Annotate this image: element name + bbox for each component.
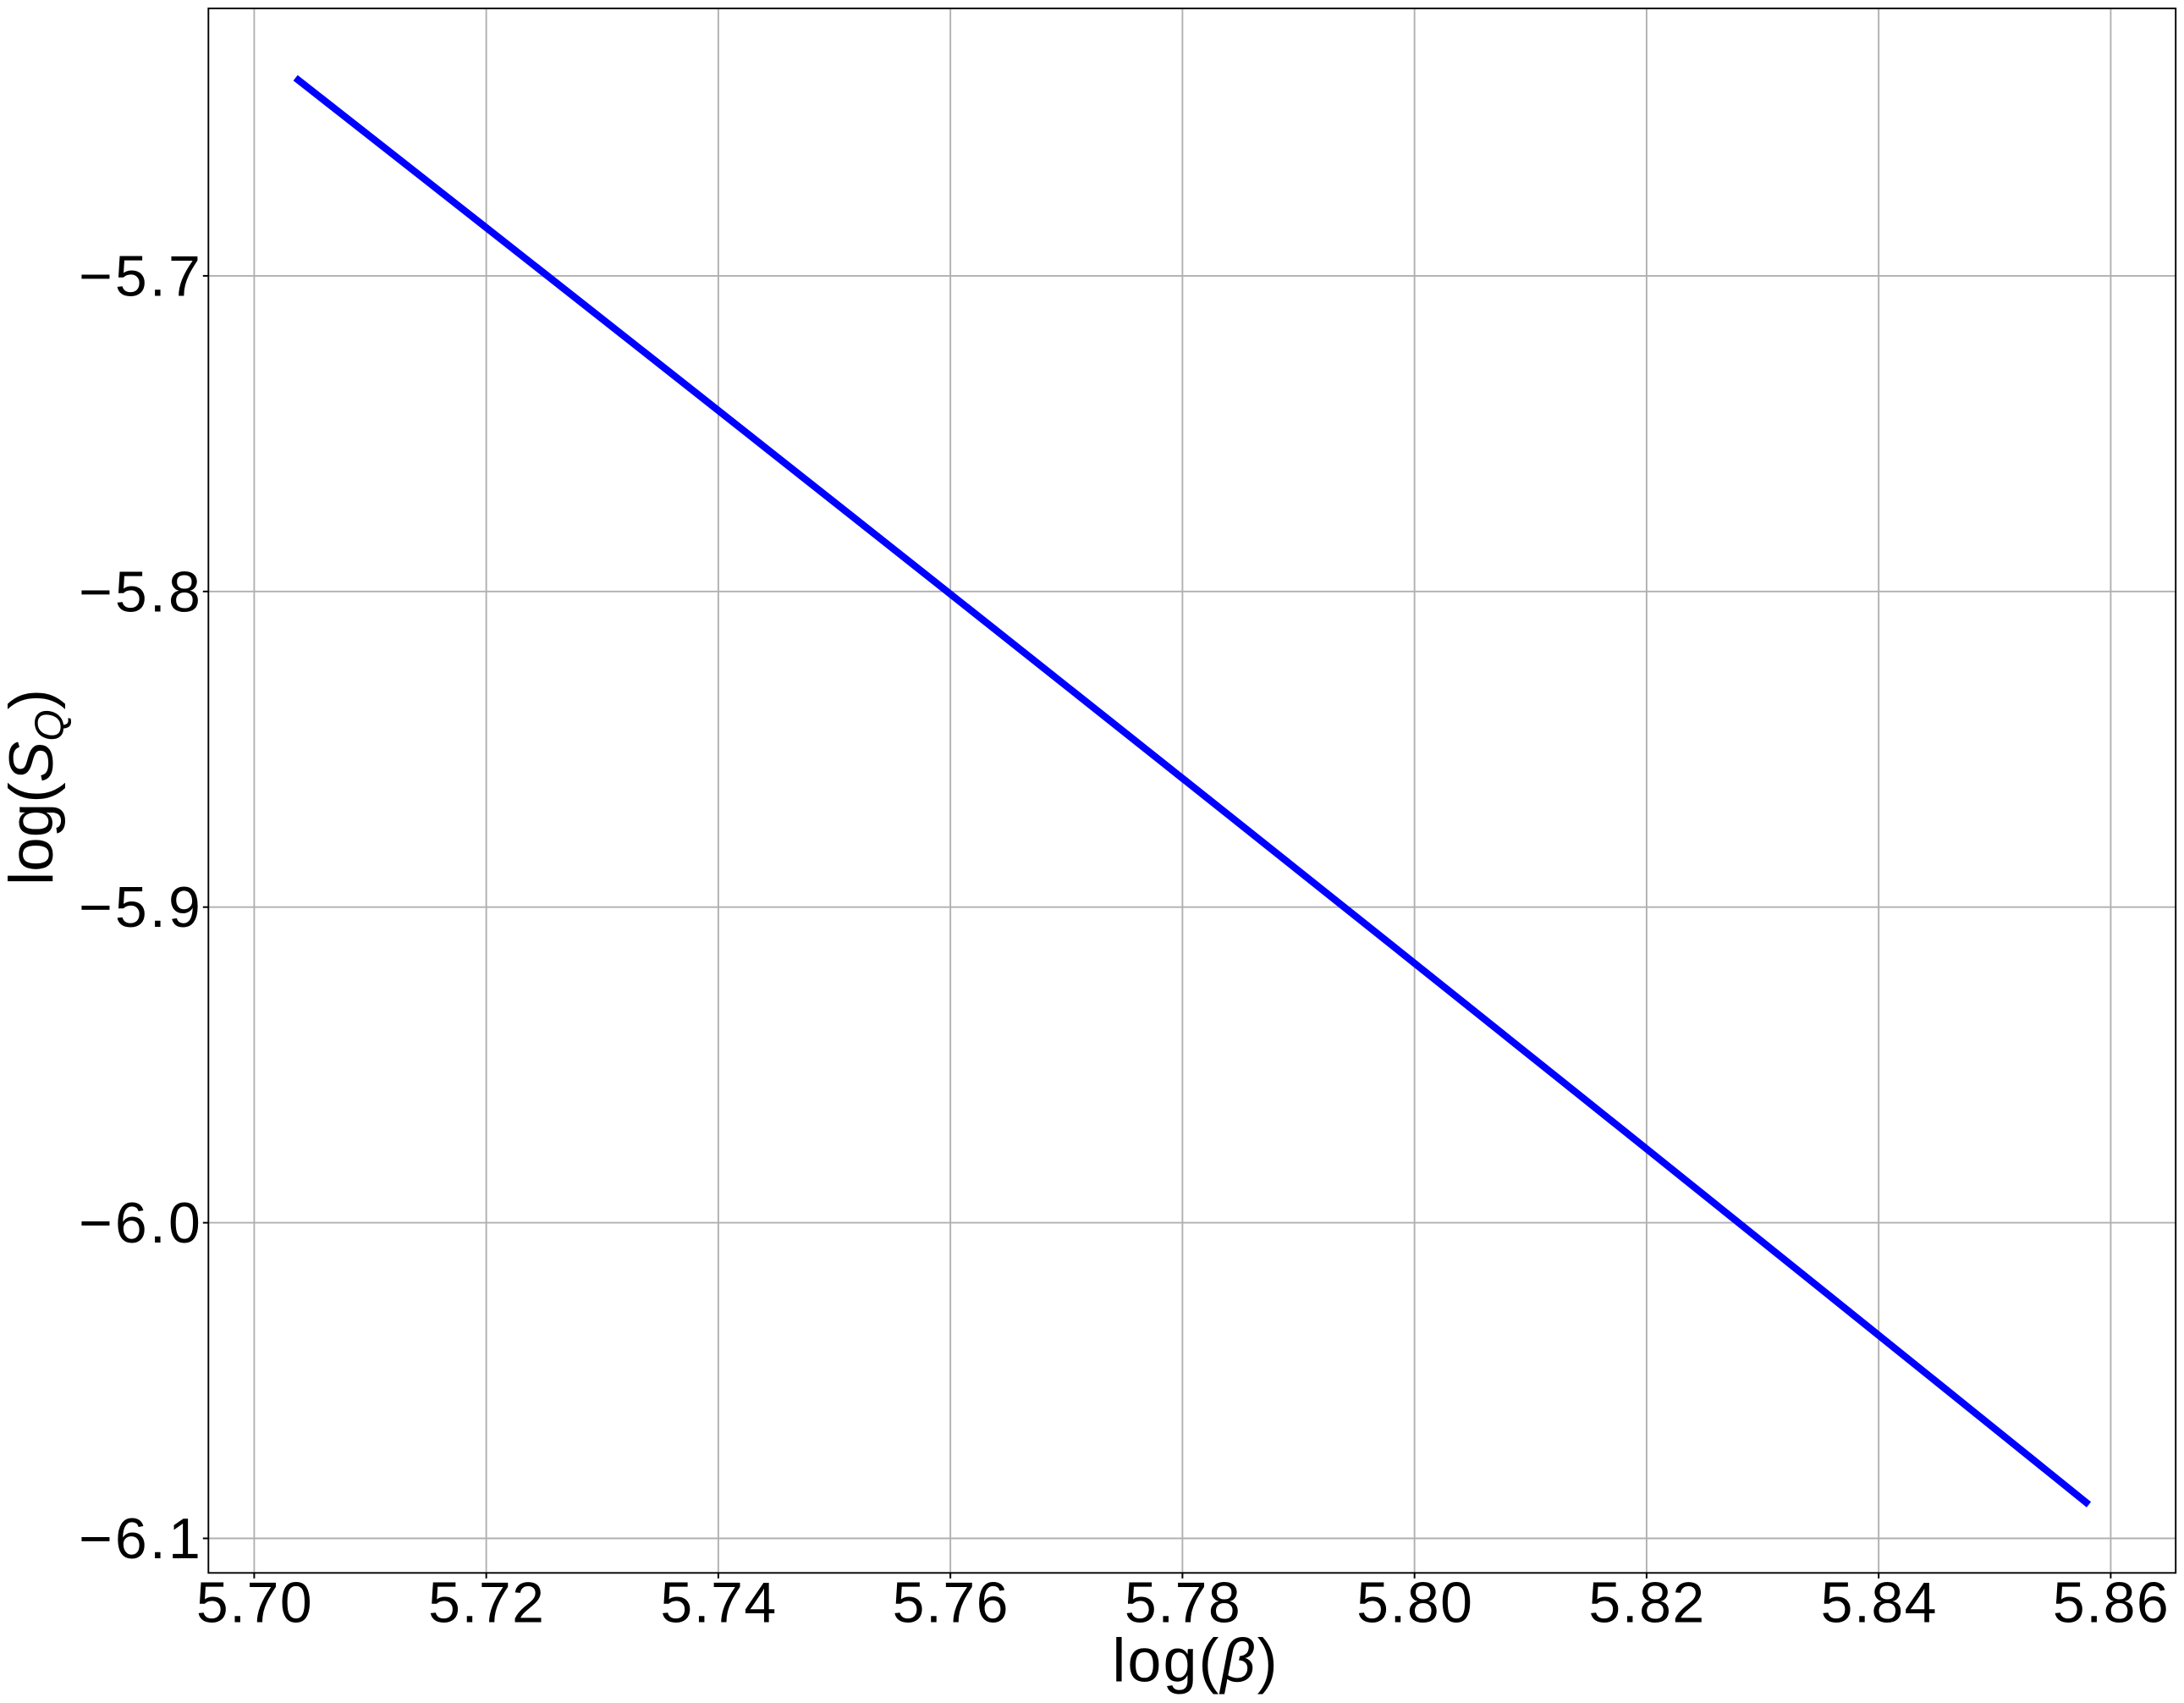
svg-text:5.86: 5.86 [2053, 1571, 2170, 1635]
svg-text:−5.9: −5.9 [79, 875, 203, 940]
svg-text:log(SQ): log(SQ) [0, 689, 73, 885]
svg-text:−6.0: −6.0 [79, 1191, 203, 1255]
svg-text:5.82: 5.82 [1588, 1571, 1705, 1635]
svg-text:5.78: 5.78 [1125, 1571, 1241, 1635]
svg-text:−5.8: −5.8 [79, 559, 203, 624]
svg-text:log(β): log(β) [1112, 1627, 1279, 1695]
svg-text:5.80: 5.80 [1356, 1571, 1473, 1635]
svg-text:−6.1: −6.1 [79, 1507, 203, 1571]
svg-text:5.70: 5.70 [196, 1571, 313, 1635]
svg-text:5.72: 5.72 [428, 1571, 545, 1635]
svg-text:5.74: 5.74 [660, 1571, 777, 1635]
svg-text:−5.7: −5.7 [79, 244, 203, 308]
svg-text:5.84: 5.84 [1821, 1571, 1938, 1635]
svg-text:5.76: 5.76 [893, 1571, 1009, 1635]
